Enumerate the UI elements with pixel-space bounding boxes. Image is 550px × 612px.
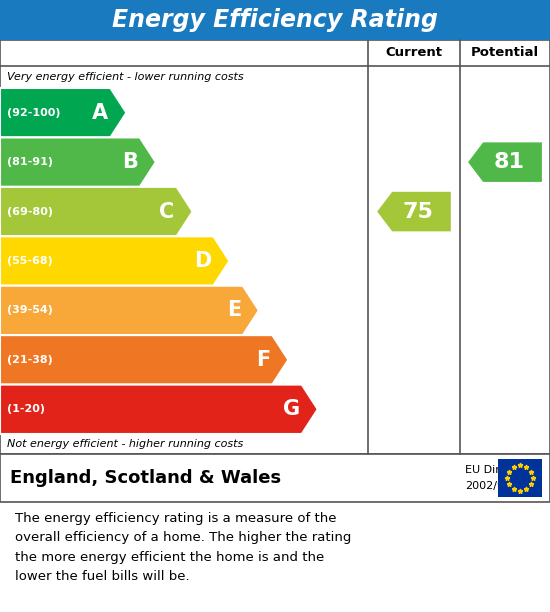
Text: (21-38): (21-38) [7,355,53,365]
Text: 75: 75 [402,201,433,222]
Text: (69-80): (69-80) [7,207,53,217]
Polygon shape [0,187,192,236]
Text: The energy efficiency rating is a measure of the
overall efficiency of a home. T: The energy efficiency rating is a measur… [15,512,351,583]
Text: (39-54): (39-54) [7,305,53,315]
Text: D: D [194,251,211,271]
Text: A: A [92,103,108,123]
Polygon shape [377,192,451,231]
Polygon shape [0,384,318,434]
FancyBboxPatch shape [0,40,550,454]
FancyBboxPatch shape [0,454,550,502]
Text: F: F [256,350,270,370]
Text: (81-91): (81-91) [7,157,53,167]
Text: Very energy efficient - lower running costs: Very energy efficient - lower running co… [7,72,244,82]
Polygon shape [0,138,156,187]
Text: Energy Efficiency Rating: Energy Efficiency Rating [112,8,438,32]
Polygon shape [0,88,126,138]
Text: 81: 81 [493,152,524,172]
Text: (1-20): (1-20) [7,405,45,414]
Polygon shape [0,236,229,286]
Text: B: B [122,152,138,172]
Text: England, Scotland & Wales: England, Scotland & Wales [10,469,281,487]
Text: C: C [160,201,175,222]
FancyBboxPatch shape [498,459,542,497]
Text: G: G [283,399,300,419]
Text: 2002/91/EC: 2002/91/EC [465,481,530,491]
Text: (55-68): (55-68) [7,256,53,266]
Polygon shape [0,335,288,384]
Polygon shape [0,286,259,335]
Text: E: E [227,300,241,321]
Text: EU Directive: EU Directive [465,465,534,475]
Text: Not energy efficient - higher running costs: Not energy efficient - higher running co… [7,439,243,449]
Text: (92-100): (92-100) [7,108,60,118]
Polygon shape [468,143,542,182]
Text: Current: Current [386,47,443,59]
Text: Potential: Potential [471,47,539,59]
FancyBboxPatch shape [0,0,550,40]
